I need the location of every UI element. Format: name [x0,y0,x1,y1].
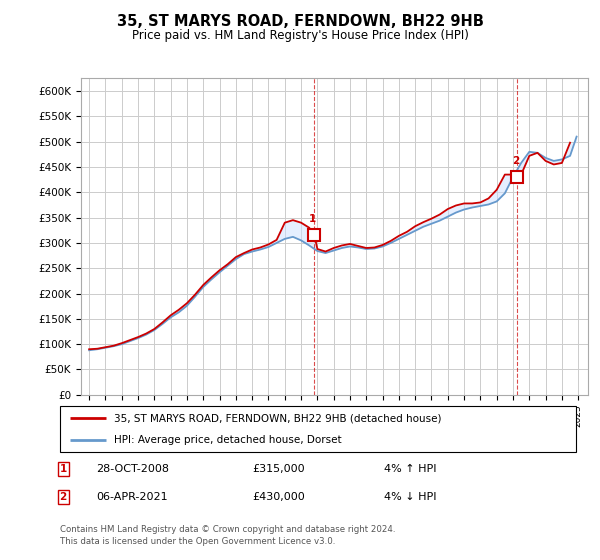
Text: 06-APR-2021: 06-APR-2021 [96,492,167,502]
Text: Contains HM Land Registry data © Crown copyright and database right 2024.
This d: Contains HM Land Registry data © Crown c… [60,525,395,546]
Text: 1: 1 [59,464,67,474]
Text: 35, ST MARYS ROAD, FERNDOWN, BH22 9HB: 35, ST MARYS ROAD, FERNDOWN, BH22 9HB [116,14,484,29]
Text: 35, ST MARYS ROAD, FERNDOWN, BH22 9HB (detached house): 35, ST MARYS ROAD, FERNDOWN, BH22 9HB (d… [114,413,442,423]
Text: 4% ↓ HPI: 4% ↓ HPI [384,492,437,502]
Text: HPI: Average price, detached house, Dorset: HPI: Average price, detached house, Dors… [114,435,342,445]
Text: 2: 2 [512,156,520,166]
Text: 4% ↑ HPI: 4% ↑ HPI [384,464,437,474]
Text: 28-OCT-2008: 28-OCT-2008 [96,464,169,474]
Text: 1: 1 [309,214,316,224]
FancyBboxPatch shape [60,406,576,452]
Text: 2: 2 [59,492,67,502]
Text: £430,000: £430,000 [252,492,305,502]
Text: Price paid vs. HM Land Registry's House Price Index (HPI): Price paid vs. HM Land Registry's House … [131,29,469,42]
Text: £315,000: £315,000 [252,464,305,474]
